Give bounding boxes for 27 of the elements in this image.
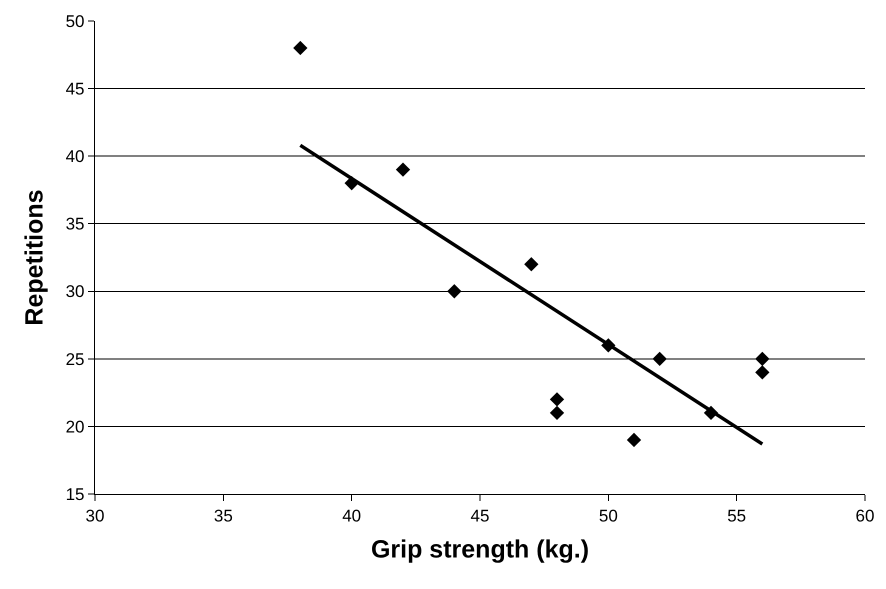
point: [293, 40, 308, 56]
x-tick-label: 40: [342, 506, 362, 526]
x-tick-label: 30: [86, 506, 104, 526]
x-tick-label: 45: [470, 506, 490, 526]
point: [550, 392, 564, 407]
x-tick-label: 50: [598, 506, 618, 526]
y-axis-title: Repetitions: [20, 189, 48, 326]
point: [626, 432, 642, 448]
point: [652, 352, 667, 366]
point: [755, 352, 770, 366]
point: [396, 162, 410, 177]
point: [550, 406, 564, 420]
x-tick-label: 55: [727, 506, 746, 526]
x-axis-title: Grip strength (kg.): [370, 536, 590, 564]
y-tick-label: 30: [66, 282, 84, 302]
y-tick-label: 15: [66, 484, 84, 504]
y-tick-label: 20: [66, 417, 84, 436]
point: [524, 257, 538, 272]
y-tick-label: 25: [66, 350, 84, 369]
y-tick-label: 50: [66, 12, 84, 31]
y-tick-label: 40: [66, 147, 84, 166]
point: [447, 284, 462, 298]
x-tick-label: 35: [214, 506, 233, 526]
x-tick-label: 60: [856, 506, 874, 526]
y-tick-label: 35: [66, 214, 84, 234]
point: [755, 365, 770, 380]
y-tick-label: 45: [66, 80, 84, 99]
